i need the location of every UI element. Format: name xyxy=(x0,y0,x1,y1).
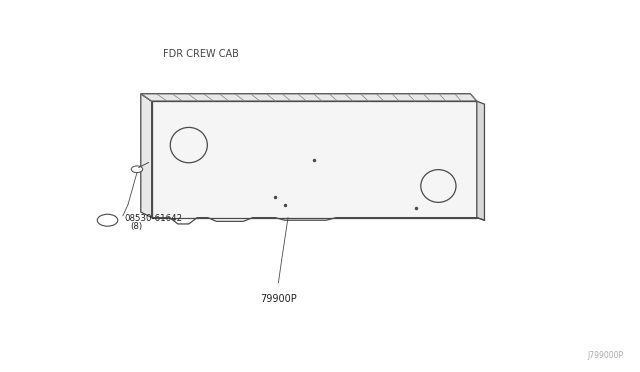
Ellipse shape xyxy=(421,170,456,202)
Ellipse shape xyxy=(170,127,207,163)
Text: 08530-61642: 08530-61642 xyxy=(125,214,183,223)
Circle shape xyxy=(97,214,118,226)
Polygon shape xyxy=(152,101,477,218)
Text: FDR CREW CAB: FDR CREW CAB xyxy=(163,49,239,59)
Text: 79900P: 79900P xyxy=(260,295,297,304)
Text: (8): (8) xyxy=(130,222,142,231)
Text: J799000P: J799000P xyxy=(588,351,624,360)
Text: S: S xyxy=(105,216,110,225)
Polygon shape xyxy=(477,101,484,220)
Polygon shape xyxy=(141,94,152,218)
Circle shape xyxy=(131,166,143,173)
Polygon shape xyxy=(141,94,477,101)
